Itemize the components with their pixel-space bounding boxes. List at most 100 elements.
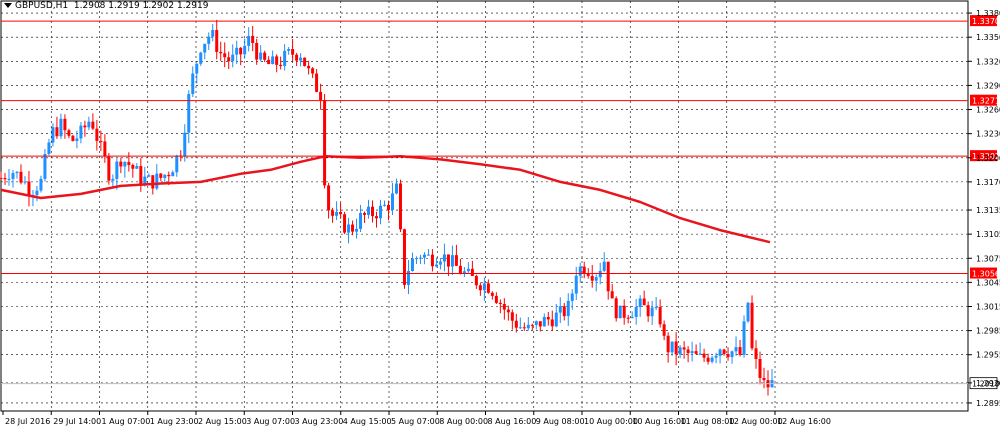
- x-tick-label: 28 Jul 2016: [5, 417, 50, 426]
- chevron-down-icon[interactable]: [4, 2, 12, 8]
- candle-body: [159, 173, 163, 178]
- candle-body: [323, 100, 327, 186]
- candle-body: [710, 357, 714, 362]
- candle-body: [271, 56, 275, 65]
- candle-body: [598, 270, 602, 278]
- candle-body: [506, 309, 510, 313]
- candle-body: [151, 175, 155, 189]
- candle-body: [390, 193, 394, 210]
- candle-body: [291, 49, 295, 55]
- candle-body: [283, 50, 287, 67]
- levels-group: 1.2919 1.3370 1.3271 1.3202 1.3056: [1, 15, 1000, 390]
- candle-body: [263, 52, 267, 60]
- candle-body: [123, 162, 127, 167]
- x-tick-label: 8 Aug 16:00: [488, 417, 537, 426]
- candle-body: [490, 292, 494, 296]
- candle-body: [91, 121, 95, 129]
- candle-body: [131, 164, 135, 169]
- candle-body: [574, 275, 578, 294]
- candle-body: [39, 178, 43, 191]
- candle-body: [590, 275, 594, 281]
- x-tick-label: 10 Aug 16:00: [632, 417, 686, 426]
- candle-body: [311, 68, 315, 74]
- x-axis: 28 Jul 2016 29 Jul 14:00 1 Aug 07:00 1 Aug …: [2, 411, 831, 426]
- y-tick-label: 1.2955: [976, 351, 1000, 360]
- candle-body: [67, 130, 71, 136]
- candle-body: [758, 358, 762, 378]
- candle-body: [19, 171, 23, 183]
- candle-body: [219, 51, 223, 54]
- y-tick-label: 1.3350: [976, 33, 1000, 42]
- candle-body: [682, 347, 686, 350]
- x-tick-label: 5 Aug 07:00: [391, 417, 440, 426]
- candle-body: [275, 56, 279, 65]
- candle-body: [498, 302, 502, 305]
- candle-body: [522, 327, 526, 329]
- candle-body: [143, 176, 147, 184]
- candle-body: [103, 141, 107, 157]
- candle-body: [75, 138, 79, 141]
- candle-body: [726, 354, 730, 358]
- candle-body: [462, 271, 466, 274]
- candle-body: [183, 132, 187, 157]
- candle-body: [666, 335, 670, 353]
- level-price-tag: [970, 267, 997, 279]
- x-tick-label: 2 Aug 15:00: [198, 417, 247, 426]
- candle-body: [622, 305, 626, 318]
- level-price-tag: [970, 15, 997, 27]
- candle-body: [303, 57, 307, 66]
- candle-body: [538, 321, 542, 327]
- candle-body: [518, 327, 522, 329]
- y-tick-label: 1.3200: [976, 154, 1000, 163]
- candle-body: [371, 206, 375, 217]
- candle-body: [307, 65, 311, 69]
- candle-body: [614, 298, 618, 319]
- candle-body: [494, 295, 498, 303]
- ohlc-values: 1.2908 1.2919 1.2902 1.2919: [73, 1, 209, 11]
- candle-body: [23, 181, 27, 183]
- chart-header: GBPUSD,H1 1.2908 1.2919 1.2902 1.2919: [2, 1, 208, 11]
- candle-body: [422, 254, 426, 258]
- x-tick-label: 8 Aug 00:00: [439, 417, 488, 426]
- y-tick-label: 1.3015: [976, 302, 1000, 311]
- x-tick-label: 1 Aug 23:00: [150, 417, 199, 426]
- candle-body: [426, 254, 430, 256]
- candle-body: [279, 64, 283, 67]
- candle-body: [83, 125, 87, 128]
- candle-body: [79, 125, 83, 139]
- candle-body: [546, 316, 550, 320]
- candle-body: [223, 53, 227, 58]
- level-price-tag: [970, 150, 997, 162]
- symbol-timeframe: GBPUSD,H1: [15, 1, 69, 11]
- level-price-label: 1.3271: [972, 97, 1000, 106]
- candle-body: [383, 204, 387, 206]
- y-tick-label: 1.3260: [976, 106, 1000, 115]
- plot-frame: [0, 0, 969, 412]
- x-tick-label: 1 Aug 07:00: [102, 417, 151, 426]
- candle-body: [355, 228, 359, 232]
- x-tick-label: 3 Aug 23:00: [295, 417, 344, 426]
- candle-body: [514, 320, 518, 328]
- candle-body: [343, 214, 347, 233]
- candle-body: [442, 254, 446, 262]
- candle-body: [211, 29, 215, 37]
- candle-body: [694, 351, 698, 354]
- candle-body: [502, 304, 506, 310]
- candle-body: [51, 127, 55, 143]
- candle-body: [646, 305, 650, 317]
- candle-body: [155, 173, 159, 189]
- candle-body: [606, 261, 610, 292]
- y-tick-label: 1.2895: [976, 399, 1000, 408]
- candle-body: [454, 255, 458, 266]
- candle-body: [534, 321, 538, 325]
- candle-body: [486, 283, 490, 293]
- candle-body: [111, 178, 115, 181]
- candle-body: [470, 268, 474, 276]
- level-price-label: 1.3370: [972, 17, 1000, 26]
- candle-body: [730, 351, 734, 358]
- y-tick-label: 1.3320: [976, 57, 1000, 66]
- candle-body: [570, 293, 574, 301]
- candle-body: [215, 29, 219, 52]
